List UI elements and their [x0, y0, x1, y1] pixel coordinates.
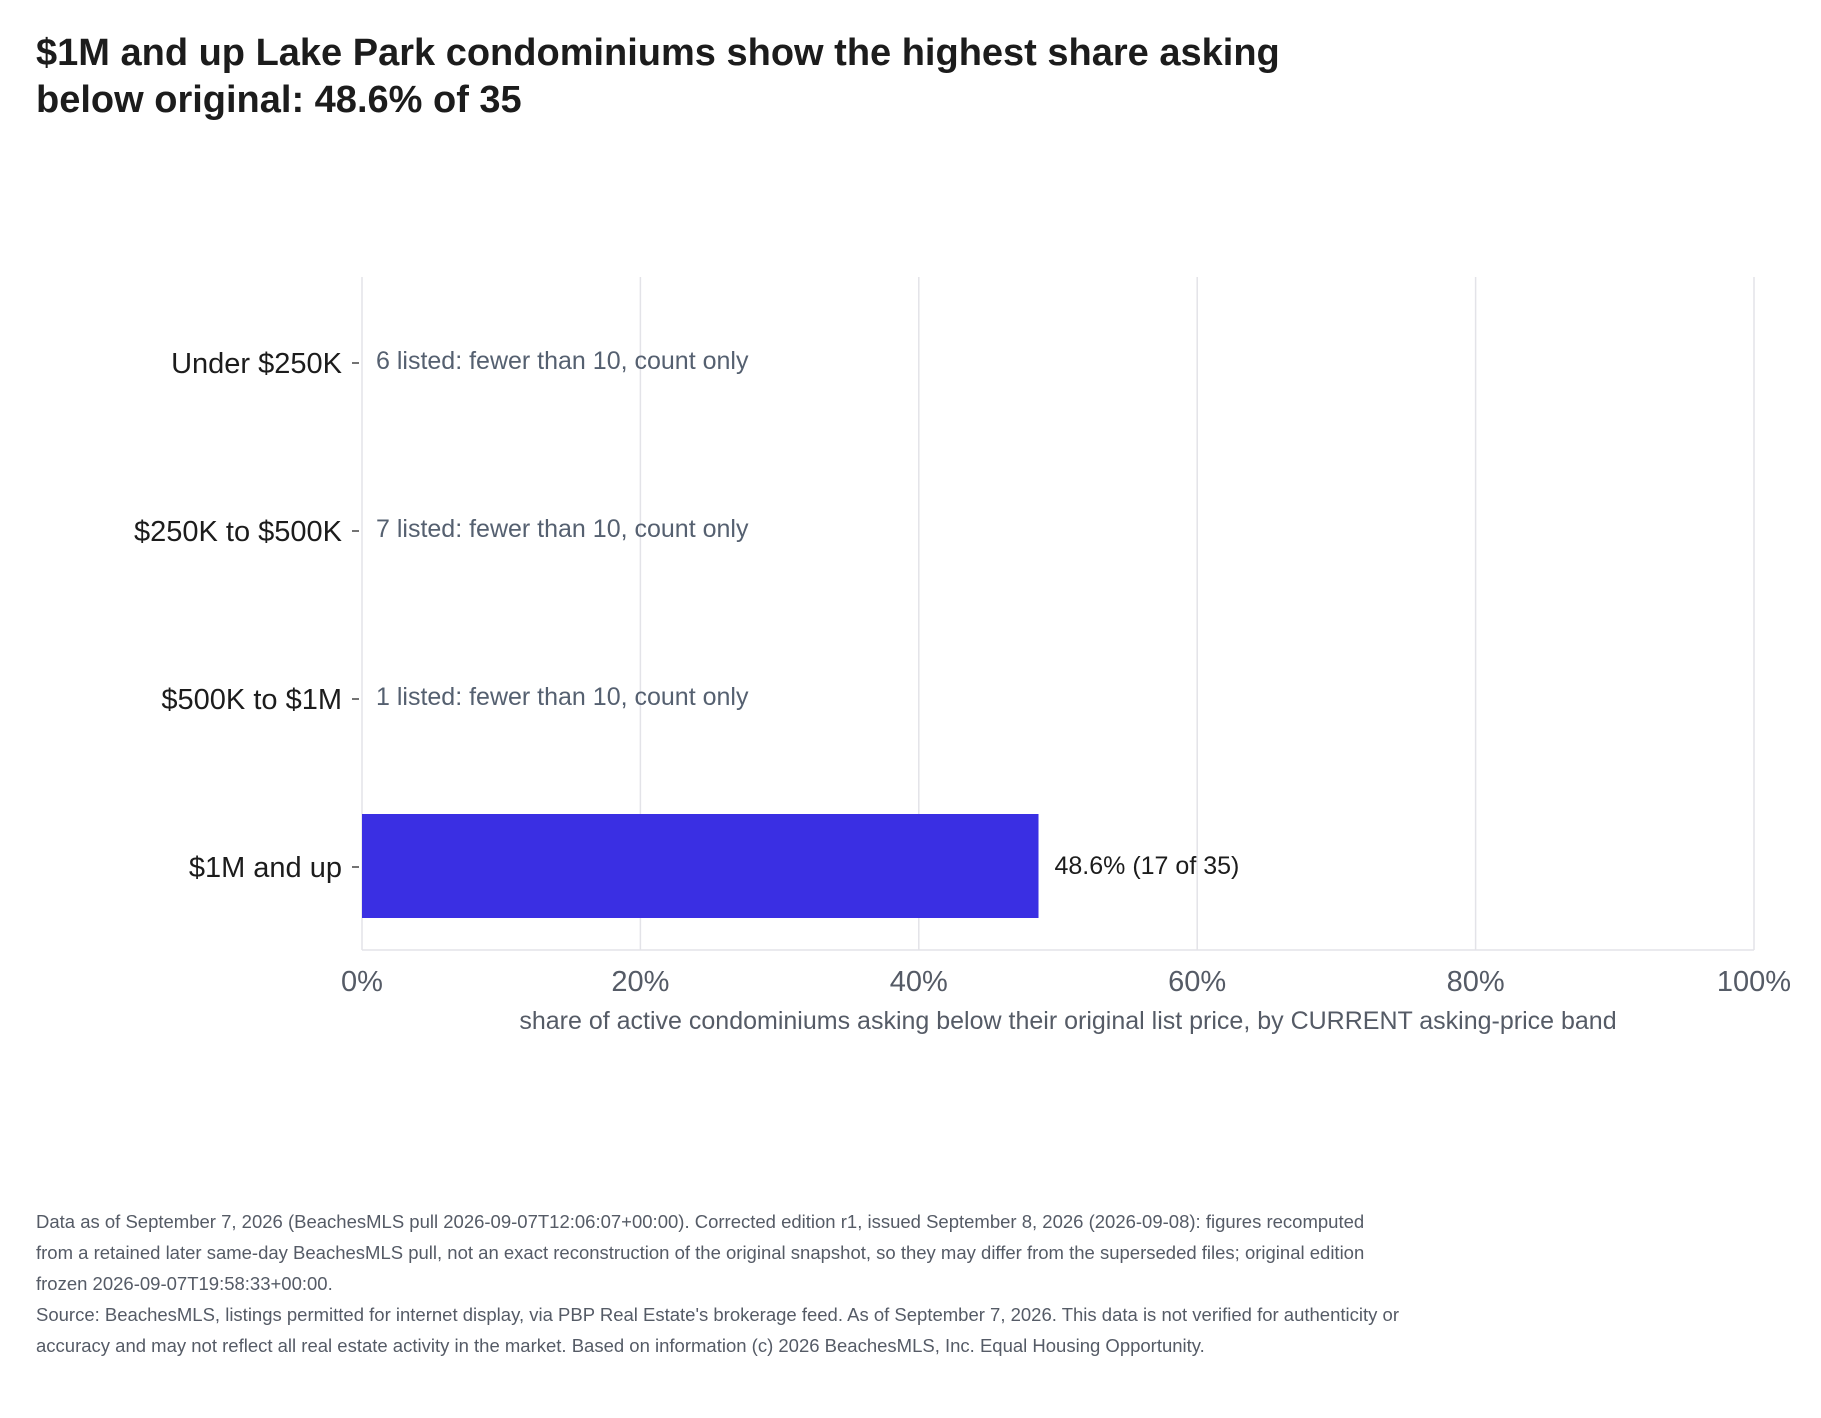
x-tick-label: 40%	[890, 966, 948, 998]
count-only-note: 6 listed: fewer than 10, count only	[376, 347, 749, 375]
chart-title: $1M and up Lake Park condominiums show t…	[36, 32, 1280, 121]
x-tick-label: 0%	[341, 966, 383, 998]
count-only-note: 1 listed: fewer than 10, count only	[376, 683, 749, 711]
x-axis: 0% 20% 40% 60% 80% 100%	[341, 949, 1791, 998]
bar-value-label: 48.6% (17 of 35)	[1055, 852, 1240, 880]
bar	[362, 814, 1039, 918]
x-tick-label: 60%	[1168, 966, 1226, 998]
x-tick-label: 20%	[611, 966, 669, 998]
y-tick-label: Under $250K	[171, 348, 343, 380]
y-axis: Under $250K $250K to $500K $500K to $1M $1M…	[134, 348, 359, 884]
y-tick-label: $250K to $500K	[134, 516, 343, 548]
x-tick-label: 80%	[1447, 966, 1505, 998]
y-tick-label: $500K to $1M	[161, 684, 342, 716]
y-tick-label: $1M and up	[189, 852, 342, 884]
source-note: Source: BeachesMLS, listings permitted f…	[36, 1304, 1399, 1356]
count-only-note: 7 listed: fewer than 10, count only	[376, 515, 749, 543]
x-tick-label: 100%	[1717, 966, 1791, 998]
footnote: Data as of September 7, 2026 (BeachesMLS…	[36, 1206, 1406, 1361]
edition-note: Data as of September 7, 2026 (BeachesMLS…	[36, 1211, 1365, 1294]
x-axis-title: share of active condominiums asking belo…	[519, 1007, 1616, 1035]
bars: 6 listed: fewer than 10, count only 7 lis…	[362, 347, 1239, 918]
